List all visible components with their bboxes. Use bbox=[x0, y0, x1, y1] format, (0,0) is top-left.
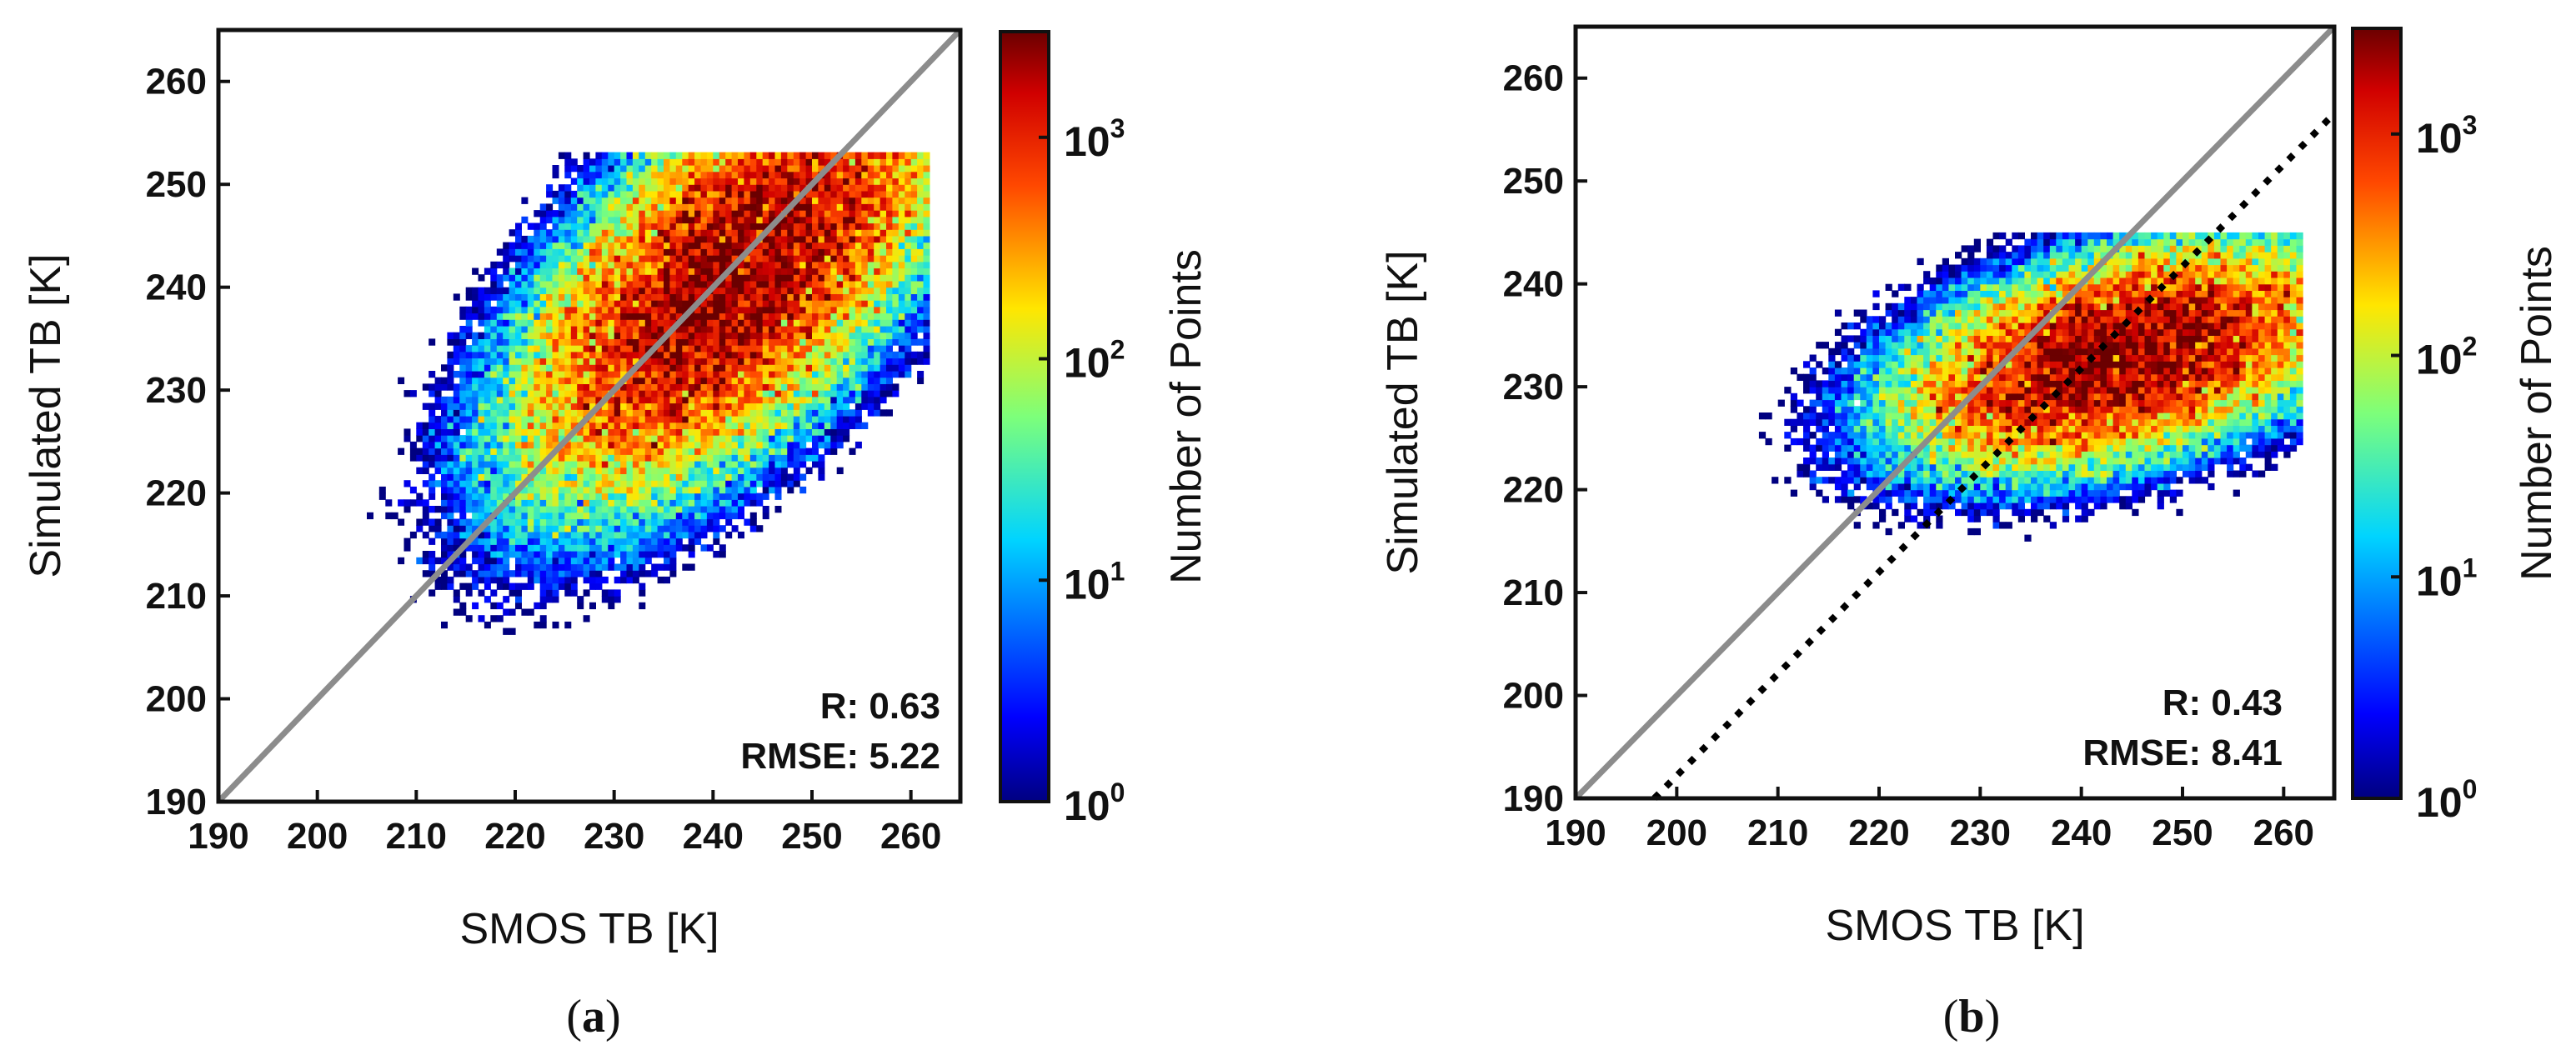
y-tick-label: 250 bbox=[1503, 161, 1564, 202]
panel-b-x-axis-label: SMOS TB [K] bbox=[1825, 902, 2084, 950]
caption-a: (a) bbox=[566, 991, 620, 1042]
x-tick-label: 230 bbox=[1950, 812, 2011, 853]
panel-a-ref-lines bbox=[216, 28, 963, 804]
colorbar-tick-label: 101 bbox=[1064, 556, 1125, 608]
panel-a-heatmap bbox=[367, 152, 930, 635]
panel-a-colorbar-label: Number of Points bbox=[1162, 249, 1210, 584]
y-tick-label: 190 bbox=[146, 782, 207, 822]
x-tick-label: 190 bbox=[1545, 812, 1606, 853]
y-tick-label: 220 bbox=[146, 473, 207, 514]
x-tick-label: 260 bbox=[2253, 812, 2314, 853]
colorbar-tick-label: 103 bbox=[1064, 113, 1125, 165]
x-tick-label: 240 bbox=[2051, 812, 2112, 853]
y-tick-label: 210 bbox=[1503, 572, 1564, 613]
x-tick-label: 220 bbox=[1848, 812, 1909, 853]
x-tick-label: 200 bbox=[287, 816, 348, 857]
colorbar-tick-label: 102 bbox=[1064, 335, 1125, 387]
y-tick-label: 240 bbox=[146, 268, 207, 308]
caption-b: (b) bbox=[1943, 991, 2000, 1042]
x-tick-label: 200 bbox=[1646, 812, 1707, 853]
one-to-one-line bbox=[216, 28, 963, 804]
y-tick-label: 240 bbox=[1503, 264, 1564, 305]
panel-b-stat-r: R: 0.43 bbox=[2163, 682, 2283, 723]
panel-a-stat-r: R: 0.63 bbox=[820, 686, 940, 727]
panel-b-plot-frame bbox=[1573, 24, 2337, 801]
x-tick-label: 250 bbox=[2152, 812, 2213, 853]
panel-a-stat-rmse: RMSE: 5.22 bbox=[740, 736, 940, 777]
panel-b-colorbar bbox=[2351, 27, 2403, 800]
x-tick-label: 210 bbox=[386, 816, 447, 857]
panel-b: 190 200 210 220 230 240 250 260 190 200 210 220 230 2… bbox=[1379, 24, 2561, 950]
y-tick-label: 210 bbox=[146, 576, 207, 617]
panel-b-colorbar-label: Number of Points bbox=[2513, 246, 2561, 581]
x-tick-label: 220 bbox=[484, 816, 545, 857]
x-tick-label: 190 bbox=[188, 816, 248, 857]
panel-b-y-axis-label: Simulated TB [K] bbox=[1379, 250, 1427, 574]
panel-b-ticks: 190 200 210 220 230 240 250 260 190 200 210 220 230 2… bbox=[1503, 58, 2314, 853]
regression-line bbox=[1651, 111, 2337, 801]
x-tick-label: 250 bbox=[781, 816, 842, 857]
colorbar-tick-label: 103 bbox=[2416, 110, 2477, 162]
panel-b-heatmap bbox=[1758, 232, 2303, 542]
one-to-one-line bbox=[1573, 24, 2337, 801]
colorbar-tick-label: 101 bbox=[2416, 552, 2477, 604]
panel-a-colorbar-ticks: 100 101 102 103 bbox=[1039, 113, 1125, 829]
y-tick-label: 230 bbox=[146, 370, 207, 411]
y-tick-label: 200 bbox=[146, 679, 207, 720]
x-tick-label: 210 bbox=[1747, 812, 1808, 853]
y-tick-label: 220 bbox=[1503, 470, 1564, 511]
x-tick-label: 230 bbox=[584, 816, 644, 857]
y-tick-label: 260 bbox=[146, 62, 207, 102]
panel-b-colorbar-ticks: 100 101 102 103 bbox=[2391, 110, 2477, 826]
y-tick-label: 230 bbox=[1503, 367, 1564, 408]
panel-a-plot-frame bbox=[216, 28, 963, 804]
x-tick-label: 240 bbox=[683, 816, 744, 857]
panel-a-colorbar bbox=[999, 30, 1050, 803]
y-tick-label: 190 bbox=[1503, 778, 1564, 819]
colorbar-tick-label: 100 bbox=[1064, 778, 1125, 829]
panel-a-ticks: 190 200 210 220 230 240 250 260 190 200 210 220 230 2… bbox=[146, 62, 942, 857]
panel-b-stat-rmse: RMSE: 8.41 bbox=[2082, 732, 2283, 773]
y-tick-label: 200 bbox=[1503, 676, 1564, 717]
colorbar-tick-label: 100 bbox=[2416, 774, 2477, 826]
y-tick-label: 260 bbox=[1503, 58, 1564, 99]
panel-b-ref-lines bbox=[1573, 24, 2337, 801]
panel-a: 190 200 210 220 230 240 250 260 190 200 210 220 230 2… bbox=[22, 28, 1210, 953]
x-tick-label: 260 bbox=[880, 816, 941, 857]
panel-a-x-axis-label: SMOS TB [K] bbox=[459, 905, 719, 953]
y-tick-label: 250 bbox=[146, 164, 207, 205]
colorbar-tick-label: 102 bbox=[2416, 332, 2477, 383]
panel-a-y-axis-label: Simulated TB [K] bbox=[22, 253, 70, 578]
